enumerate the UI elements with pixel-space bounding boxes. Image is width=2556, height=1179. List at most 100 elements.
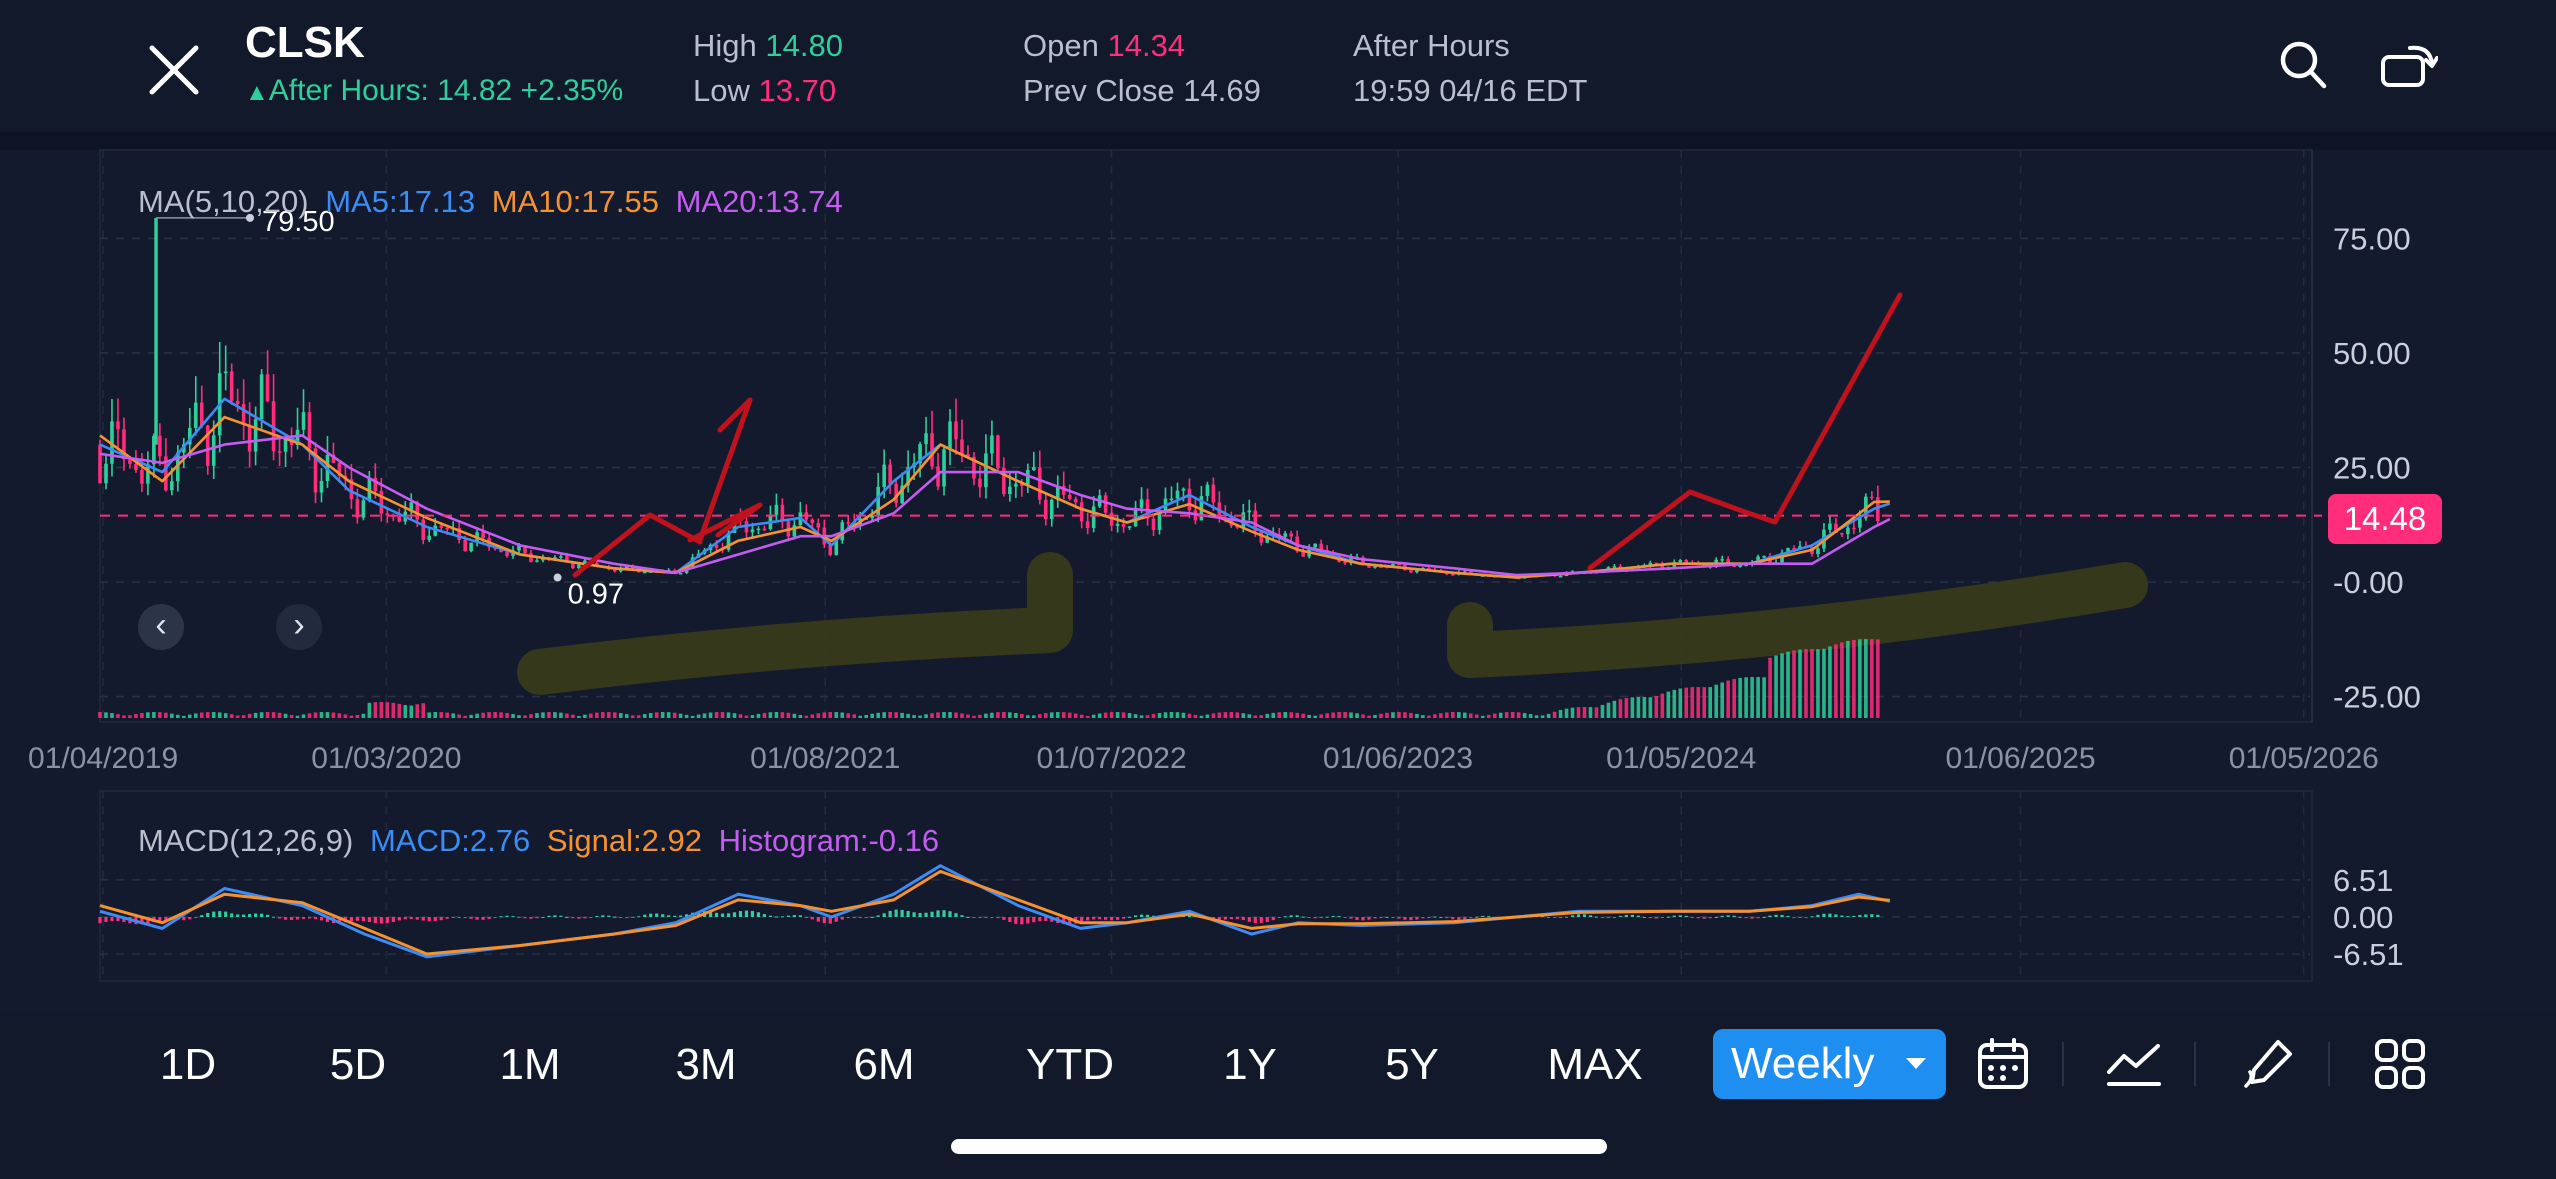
rotate-screen-icon[interactable] — [2380, 40, 2438, 90]
volume-bar — [1277, 712, 1282, 718]
macd-histogram-bar — [1433, 916, 1437, 918]
volume-bar — [152, 712, 156, 718]
macd-histogram-bar — [918, 912, 922, 917]
volume-bar — [1037, 714, 1042, 718]
volume-bar — [756, 713, 761, 718]
volume-bar — [1169, 712, 1174, 718]
macd-histogram-bar — [565, 916, 569, 918]
macd-y-tick-label: 6.51 — [2333, 863, 2393, 898]
chart-prev-button[interactable]: ‹ — [138, 604, 184, 650]
macd-histogram-bar — [1355, 917, 1359, 920]
candle-body — [996, 435, 1000, 468]
range-max-button[interactable]: MAX — [1547, 1040, 1643, 1089]
histogram-value: Histogram:-0.16 — [718, 823, 940, 858]
macd-histogram-bar — [283, 917, 288, 920]
macd-histogram-bar — [230, 913, 234, 917]
macd-histogram-bar — [409, 917, 413, 919]
candle-body — [1289, 533, 1293, 537]
volume-bar — [654, 712, 659, 718]
range-3m-button[interactable]: 3M — [675, 1040, 737, 1089]
volume-bar — [577, 715, 581, 718]
volume-bar — [1732, 679, 1736, 718]
macd-histogram-bar — [313, 917, 318, 920]
session-time: 19:59 04/16 EDT — [1353, 73, 1588, 108]
macd-histogram-bar — [631, 917, 635, 918]
macd-histogram-bar — [110, 917, 114, 922]
macd-histogram-bar — [840, 917, 844, 920]
range-1m-button[interactable]: 1M — [499, 1040, 561, 1089]
search-icon[interactable] — [2279, 40, 2327, 90]
volume-bar — [906, 713, 910, 718]
candle-body — [583, 560, 587, 565]
macd-histogram-bar — [1690, 917, 1694, 918]
calendar-icon[interactable] — [1976, 1037, 2030, 1091]
volume-bar — [1492, 713, 1497, 718]
range-5y-button[interactable]: 5Y — [1385, 1040, 1439, 1089]
macd-histogram-bar — [978, 917, 982, 918]
macd-histogram-bar — [888, 910, 892, 917]
volume-bar — [367, 702, 372, 718]
volume-bar — [852, 714, 857, 718]
person-up-icon: ▲ — [245, 79, 269, 106]
range-1d-button[interactable]: 1D — [159, 1040, 217, 1089]
interval-dropdown[interactable]: Weekly — [1713, 1029, 1946, 1099]
range-6m-button[interactable]: 6M — [853, 1040, 915, 1089]
macd-histogram-bar — [1385, 916, 1389, 918]
macd-histogram-bar — [421, 917, 425, 921]
toolbar-divider — [2194, 1042, 2196, 1086]
candle-body — [984, 453, 988, 488]
volume-bar — [1229, 712, 1234, 718]
macd-histogram-bar — [433, 917, 437, 922]
volume-bar — [205, 712, 210, 718]
volume-bar — [1445, 712, 1449, 718]
volume-bar — [954, 712, 958, 718]
macd-histogram-bar — [1822, 913, 1826, 917]
toolbar-divider — [2328, 1042, 2330, 1086]
volume-bar — [307, 713, 312, 718]
volume-bar — [535, 713, 539, 718]
x-tick-label: 01/03/2020 — [311, 742, 461, 775]
macd-histogram-bar — [1343, 917, 1347, 918]
volume-bar — [1403, 712, 1407, 718]
volume-bar — [1552, 711, 1557, 718]
candle-body — [1361, 557, 1365, 565]
macd-histogram-bar — [212, 911, 216, 917]
range-5d-button[interactable]: 5D — [329, 1040, 387, 1089]
close-icon[interactable] — [148, 44, 200, 96]
macd-histogram-bar — [649, 913, 653, 917]
candle-body — [954, 421, 958, 440]
range-1y-button[interactable]: 1Y — [1223, 1040, 1277, 1089]
candle-body — [990, 435, 994, 454]
macd-histogram-bar — [619, 917, 623, 918]
macd-histogram-bar — [1624, 914, 1629, 917]
volume-bar — [1768, 657, 1772, 718]
volume-bar — [792, 713, 797, 718]
volume-bar — [1433, 714, 1437, 718]
candle-body — [678, 573, 683, 575]
candle-body — [104, 463, 108, 484]
range-ytd-button[interactable]: YTD — [1026, 1040, 1114, 1089]
macd-histogram-bar — [397, 917, 401, 921]
candle-body — [1037, 467, 1042, 500]
volume-bar — [397, 703, 402, 718]
volume-bar — [1301, 713, 1305, 718]
candle-body — [972, 456, 976, 479]
volume-bar — [1043, 713, 1048, 718]
macd-histogram-bar — [1870, 914, 1874, 917]
price-chart[interactable]: 75.00 50.00 25.00 -0.00 -25.00 01/04/2019 01/0… — [0, 0, 2556, 1012]
macd-histogram-bar — [463, 917, 467, 918]
y-tick-label: 50.00 — [2333, 336, 2411, 371]
volume-bar — [1714, 684, 1718, 718]
candle-body — [277, 451, 282, 453]
macd-histogram-bar — [1660, 917, 1664, 918]
macd-line-signal — [99, 869, 1890, 956]
chart-next-button[interactable]: › — [276, 604, 322, 650]
volume-bar — [1103, 712, 1108, 718]
volume-bar — [1546, 713, 1551, 718]
volume-bar — [1349, 712, 1353, 718]
draw-icon[interactable] — [2240, 1036, 2296, 1092]
volume-bar — [487, 712, 491, 718]
grid-icon[interactable] — [2374, 1038, 2426, 1090]
candle-body — [1067, 494, 1072, 499]
indicator-icon[interactable] — [2106, 1040, 2162, 1088]
